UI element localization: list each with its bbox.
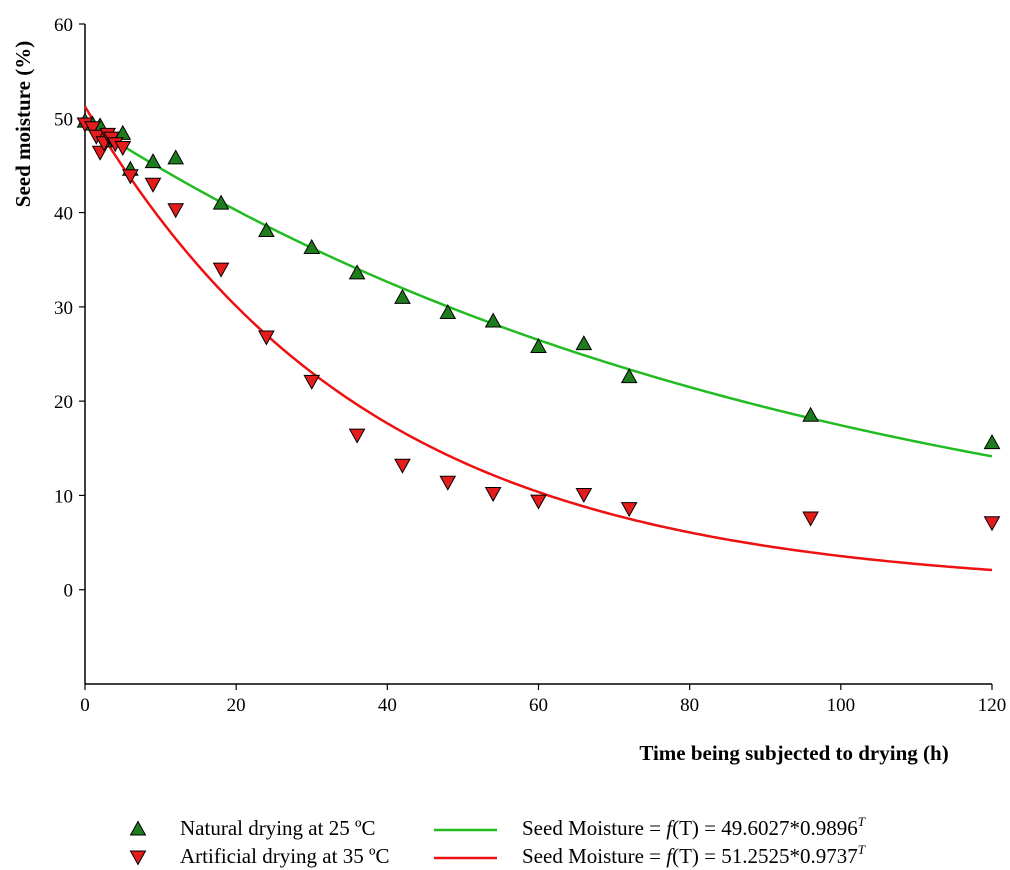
x-tick-label: 40 [378,695,397,716]
x-tick-label: 60 [529,695,548,716]
x-axis-title: Time being subjected to drying (h) [639,741,948,765]
artificial-data-point [212,262,230,278]
artificial-data-point [122,169,139,185]
y-tick-label: 0 [64,581,74,602]
natural-data-point [258,221,275,237]
natural-data-point [439,303,457,320]
natural-data-point [983,434,1001,450]
artificial-data-point [394,458,411,474]
y-tick-label: 40 [54,204,73,225]
legend-label-natural-fit: Seed Moisture = f(T) = 49.6027*0.9896T [522,814,866,840]
y-tick-label: 50 [54,109,73,130]
legend-label-natural: Natural drying at 25 ºC [180,816,375,840]
legend-label-artificial: Artificial drying at 35 ºC [180,844,389,868]
natural-data-point [212,194,230,210]
x-tick-label: 0 [80,695,90,716]
legend-label-artificial-fit: Seed Moisture = f(T) = 51.2525*0.9737T [522,842,866,868]
natural-data-point [530,337,547,353]
x-tick-label: 80 [680,695,699,716]
legend-triangle-up-icon [129,820,147,836]
natural-data-point [348,264,366,280]
y-tick-label: 20 [54,392,73,413]
y-axis-title: Seed moisture (%) [11,41,35,207]
natural-data-point [620,368,638,384]
artificial-data-point [303,374,321,390]
natural-data-point [394,288,411,304]
natural-data-point [484,312,502,328]
y-tick-label: 10 [54,486,73,507]
artificial-data-point [84,121,101,137]
artificial-data-point [439,475,457,491]
artificial-data-point [258,330,275,346]
x-tick-label: 100 [827,695,856,716]
artificial-data-point [530,494,547,510]
artificial-data-point [144,177,162,193]
artificial-data-point [167,203,185,219]
y-tick-label: 60 [54,15,73,36]
plot-area: 0 10 20 30 40 50 60 0 20 40 60 80 100 120 [54,15,1006,716]
artificial-data-point [484,487,502,503]
artificial-data-point [114,141,132,157]
artificial-data-point [620,502,638,518]
artificial-data-point [575,487,593,504]
natural-data-point [303,238,321,254]
natural-data-point [144,153,162,169]
artificial-data-point [802,511,819,527]
natural-data-point [802,406,819,422]
artificial-data-point [348,428,366,444]
legend-marker-natural [129,820,147,836]
artificial-fit-curve [83,105,993,572]
natural-data-point [575,335,593,351]
legend-marker-artificial [129,850,147,866]
artificial-data-point [983,516,1001,532]
x-axis-ticks: 0 20 40 60 80 100 120 [80,684,1006,716]
data-markers [76,112,1001,532]
y-axis-ticks: 0 10 20 30 40 50 60 [54,15,85,602]
y-tick-label: 30 [54,298,73,319]
x-tick-label: 20 [227,695,246,716]
legend: Natural drying at 25 ºC Artificial dryin… [129,814,866,868]
x-tick-label: 120 [978,695,1007,716]
natural-data-point [167,149,185,165]
legend-triangle-down-icon [129,850,147,866]
